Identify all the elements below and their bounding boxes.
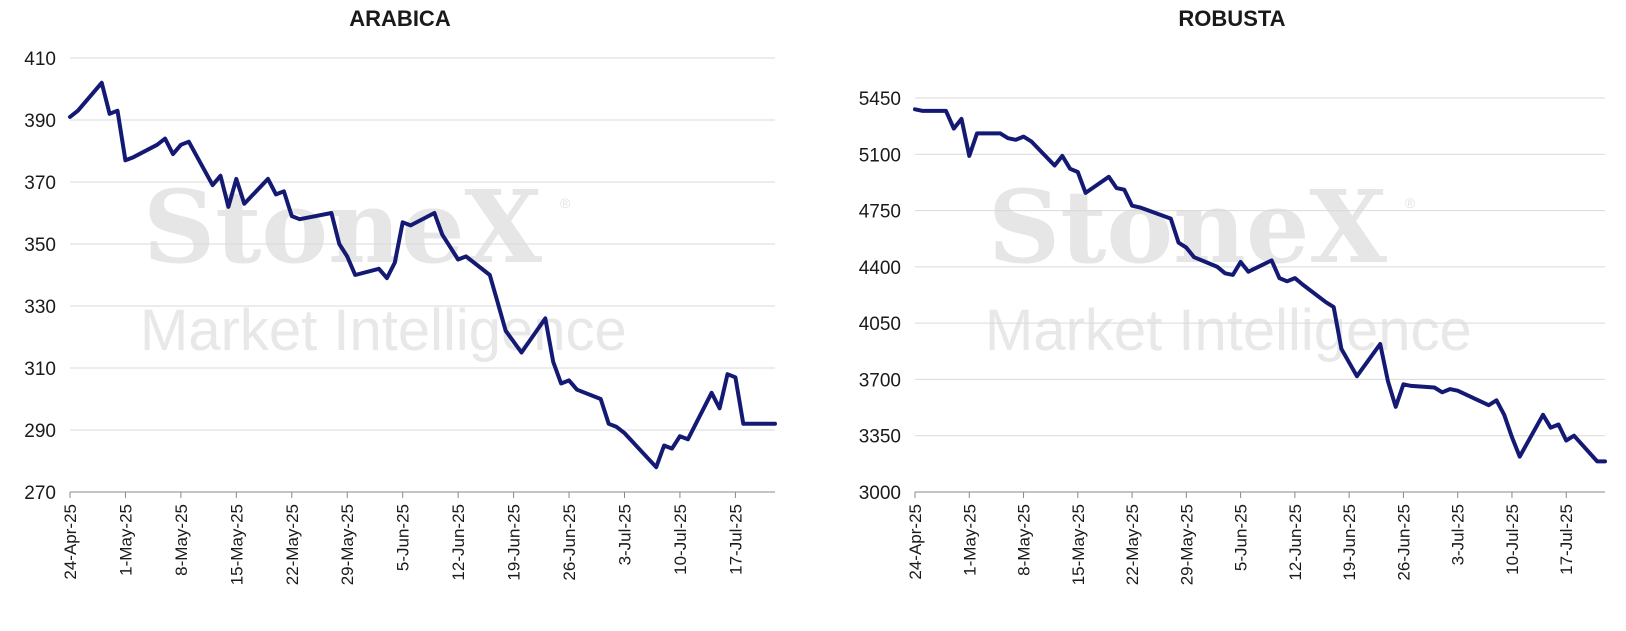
y-tick-label: 310	[24, 359, 56, 380]
x-tick-label: 5-Jun-25	[1232, 504, 1251, 571]
x-tick-label: 22-May-25	[283, 504, 302, 585]
y-tick-label: 4400	[859, 258, 901, 279]
y-tick-label: 410	[24, 49, 56, 70]
x-tick-label: 22-May-25	[1123, 504, 1142, 585]
x-tick-label: 26-Jun-25	[560, 504, 579, 581]
x-tick-label: 15-May-25	[1069, 504, 1088, 585]
x-tick-label: 15-May-25	[227, 504, 246, 585]
watermark-subtitle: Market Intelligence	[140, 298, 627, 363]
x-tick-label: 24-Apr-25	[61, 504, 80, 580]
y-tick-label: 4750	[859, 202, 901, 223]
x-tick-label: 12-Jun-25	[1286, 504, 1305, 581]
watermark-subtitle: Market Intelligence	[985, 298, 1472, 363]
x-tick-label: 12-Jun-25	[449, 504, 468, 581]
y-tick-label: 330	[24, 297, 56, 318]
watermark-brand: StoneX	[988, 168, 1387, 286]
chart-title: ARABICA	[349, 6, 451, 31]
x-tick-label: 26-Jun-25	[1394, 504, 1413, 581]
x-tick-label: 19-Jun-25	[505, 504, 524, 581]
x-tick-label: 29-May-25	[1177, 504, 1196, 585]
chart-title: ROBUSTA	[1178, 6, 1285, 31]
x-tick-label: 10-Jul-25	[671, 504, 690, 575]
y-tick-label: 5450	[859, 89, 901, 110]
x-tick-label: 8-May-25	[172, 504, 191, 576]
x-tick-label: 17-Jul-25	[726, 504, 745, 575]
robusta-chart: StoneX ® Market Intelligence ROBUSTA 3000 335…	[859, 6, 1607, 585]
watermark-registered-mark: ®	[560, 195, 571, 211]
x-tick-label: 5-Jun-25	[394, 504, 413, 571]
x-tick-label: 8-May-25	[1015, 504, 1034, 576]
x-tick-label: 19-Jun-25	[1340, 504, 1359, 581]
y-tick-label: 290	[24, 421, 56, 442]
y-tick-label: 370	[24, 173, 56, 194]
series-line	[68, 80, 777, 470]
x-tick-label: 3-Jul-25	[1449, 504, 1468, 565]
y-tick-label: 5100	[859, 145, 901, 166]
watermark-registered-mark: ®	[1405, 195, 1416, 211]
x-tick-label: 17-Jul-25	[1557, 504, 1576, 575]
y-tick-label: 4050	[859, 314, 901, 335]
y-tick-label: 3700	[859, 370, 901, 391]
x-tick-label: 1-May-25	[960, 504, 979, 576]
y-tick-label: 3000	[859, 483, 901, 504]
x-tick-label: 1-May-25	[116, 504, 135, 576]
x-tick-label: 3-Jul-25	[615, 504, 634, 565]
y-tick-label: 350	[24, 235, 56, 256]
series-line	[913, 107, 1607, 464]
y-tick-label: 390	[24, 111, 56, 132]
x-tick-label: 10-Jul-25	[1503, 504, 1522, 575]
x-tick-label: 29-May-25	[338, 504, 357, 585]
y-tick-label: 270	[24, 483, 56, 504]
y-tick-label: 3350	[859, 427, 901, 448]
x-tick-label: 24-Apr-25	[906, 504, 925, 580]
arabica-chart: StoneX ®Market IntelligenceARABICA2702903…	[24, 6, 777, 585]
